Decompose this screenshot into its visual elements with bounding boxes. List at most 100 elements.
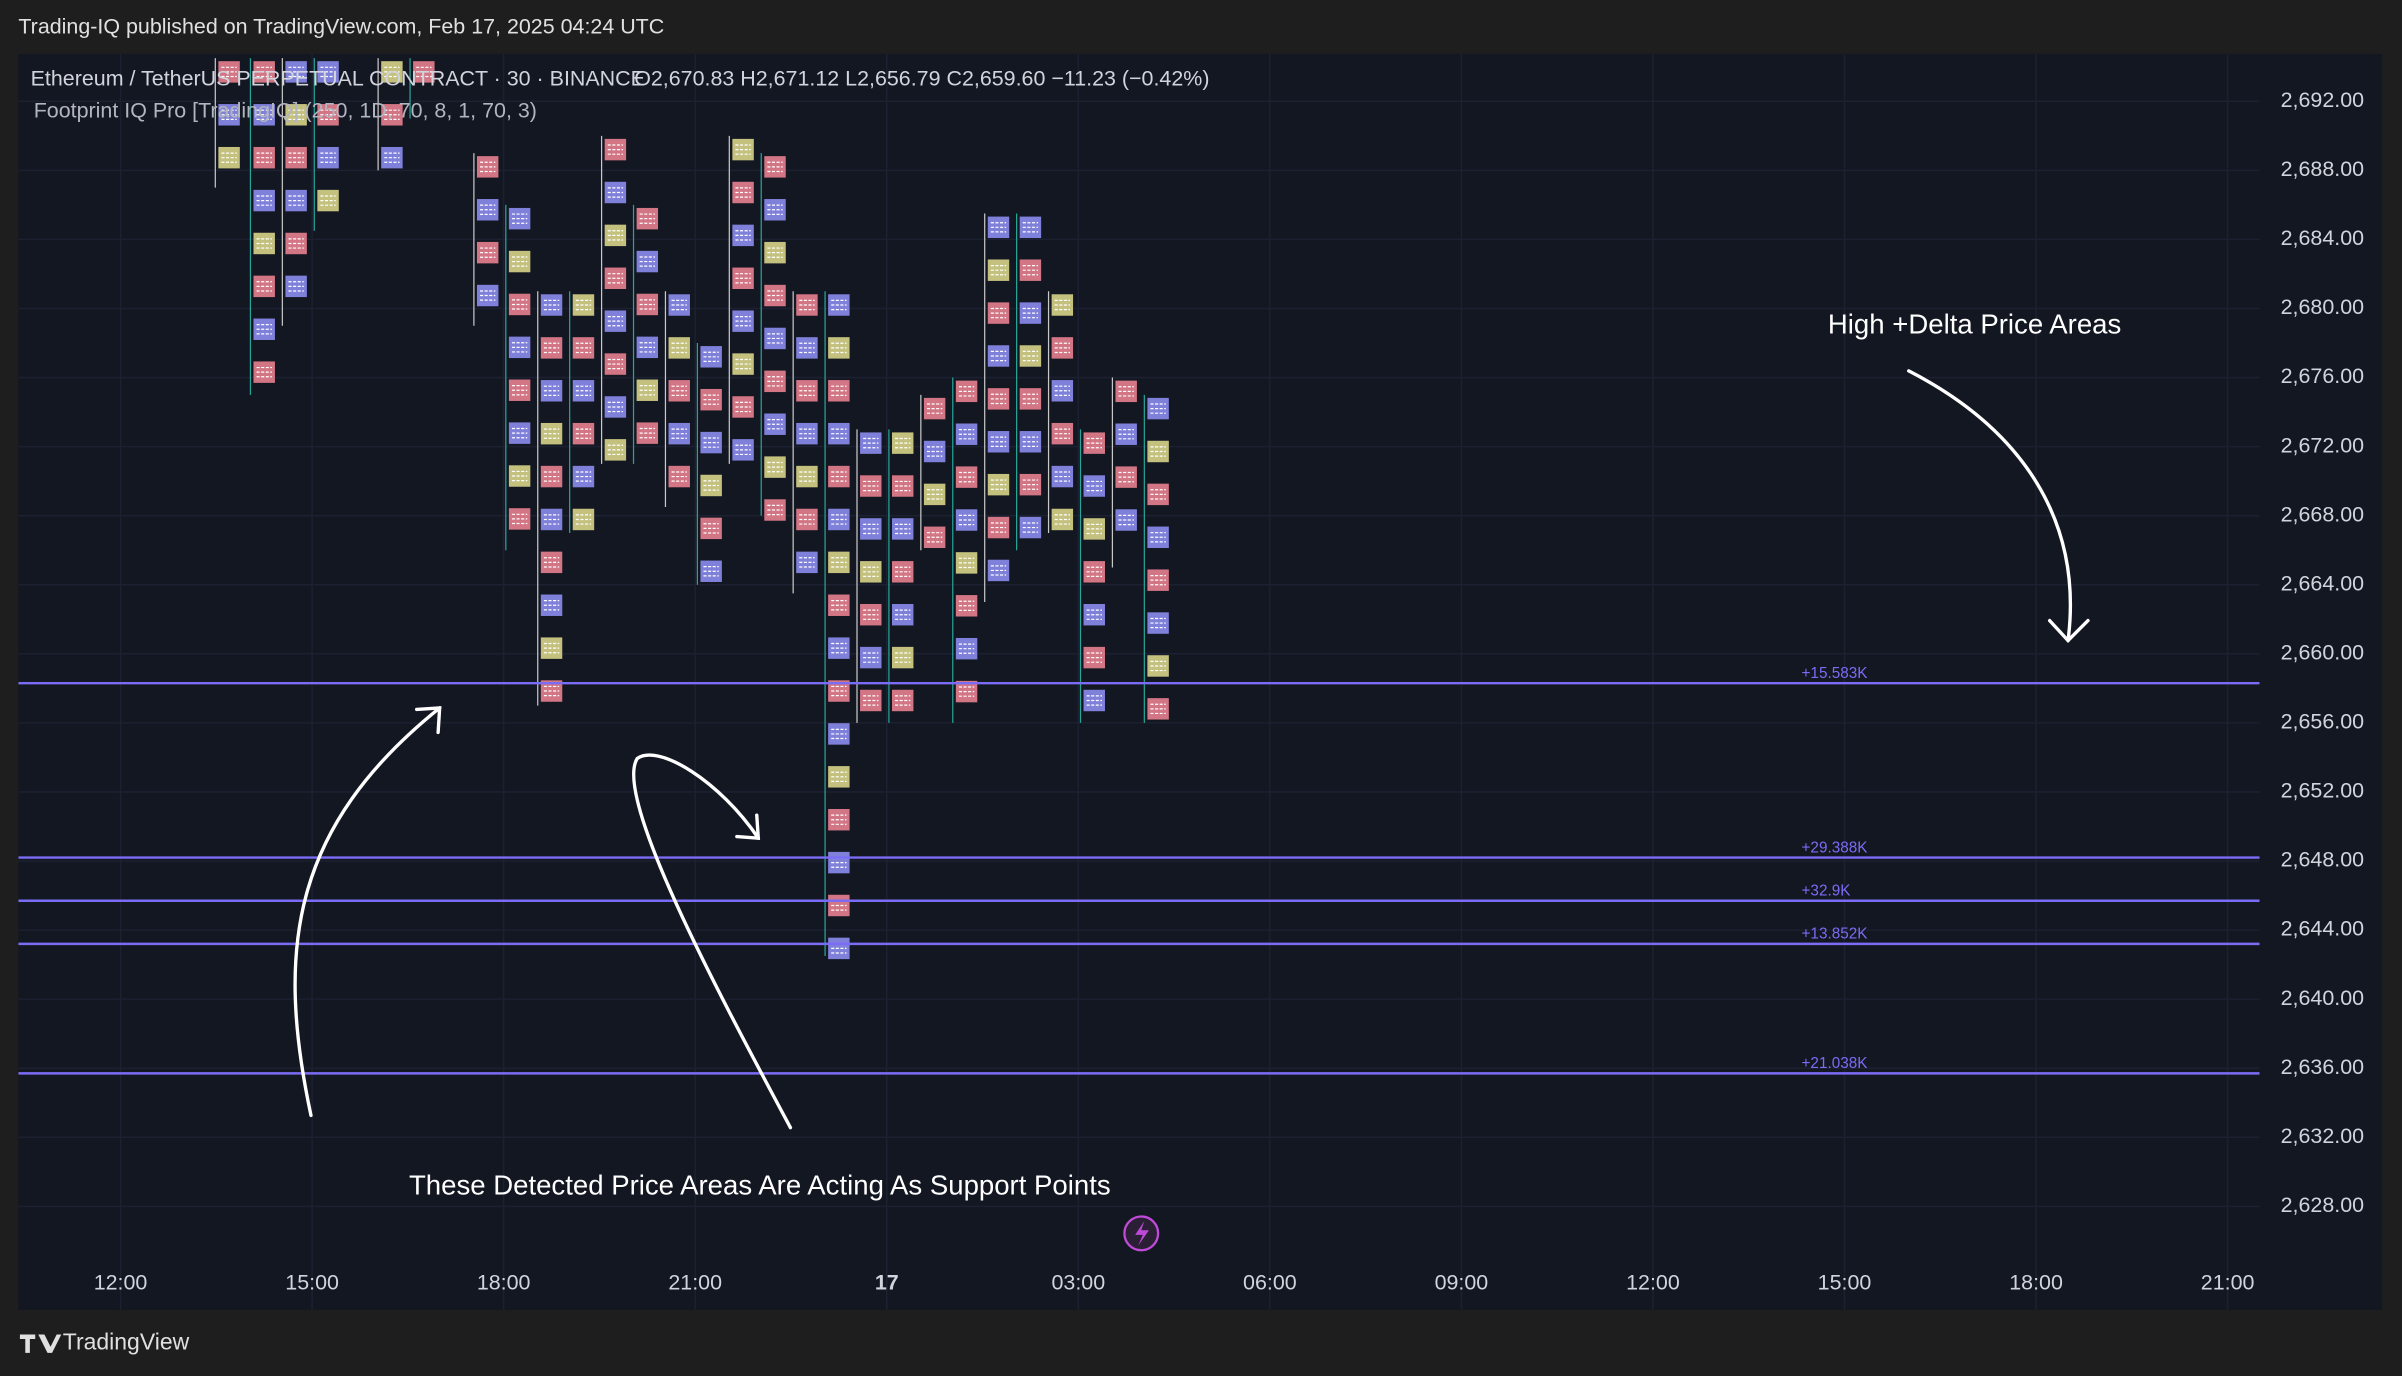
cell-text [799,385,815,396]
cell-text [288,238,304,249]
cell-text [735,273,751,284]
footprint-cells [987,216,1010,582]
y-tick-label: 2,680.00 [2281,295,2365,319]
cell-text [1086,437,1102,449]
footprint-cells [732,138,754,461]
cell-text [511,342,528,353]
cell-text [320,109,336,121]
cell-text [575,299,592,311]
cell-text [926,446,943,457]
cell-text [1150,532,1166,543]
footprint-cells [923,397,946,549]
cell-text [1022,350,1039,362]
cell-text [671,428,687,439]
cell-text [703,394,719,405]
y-tick-label: 2,672.00 [2281,433,2365,457]
cell-text [480,204,496,215]
y-tick-label: 2,676.00 [2281,364,2365,388]
footprint-cell [540,294,563,316]
cell-text [320,195,336,206]
cell-text [958,600,975,612]
cell-text [320,152,336,163]
cell-text [1054,471,1070,482]
cell-text [799,342,815,354]
cell-text [958,557,975,569]
cell-text [958,514,975,526]
cell-text [831,814,847,825]
cell-text [1022,522,1039,533]
alert-bolt [1135,1221,1149,1246]
cell-text [831,557,847,568]
cell-text [958,386,975,397]
cell-text [256,238,272,249]
x-tick-label: 18:00 [477,1271,531,1295]
cell-text [543,428,560,439]
cell-text [543,642,560,654]
cell-text [671,299,687,311]
y-tick-label: 2,640.00 [2281,986,2365,1010]
cell-text [511,513,528,525]
cell-text [1086,480,1102,492]
cell-text [1054,428,1070,439]
x-tick-label: 17 [875,1271,899,1295]
cell-text [543,299,560,311]
cell-text [735,230,751,241]
footprint-cell [508,250,531,273]
x-tick-label: 09:00 [1435,1271,1489,1295]
y-tick-label: 2,688.00 [2281,157,2365,181]
x-tick-label: 12:00 [94,1271,148,1295]
cell-text [511,299,528,310]
footprint-cells [572,294,595,531]
cell-text [895,566,911,578]
cell-text [1054,342,1070,354]
cell-text [958,429,975,440]
cell-text [288,281,304,292]
cell-text [926,532,943,543]
cell-text [831,428,847,439]
cell-text [671,471,687,482]
cell-text [895,695,911,706]
footprint-cell [508,379,531,401]
cell-text [320,66,336,78]
x-tick-label: 03:00 [1051,1271,1105,1295]
cell-text [511,385,528,396]
footprint-cell [1147,483,1169,506]
cell-text [735,144,751,155]
footprint-cells [381,61,403,169]
cell-text [416,66,432,78]
footprint-cells [1115,380,1137,531]
cell-text [1022,264,1039,276]
cell-text [288,109,304,121]
cell-text [221,66,237,78]
cell-text [703,437,719,448]
cell-text [1086,523,1102,535]
cell-text [703,523,719,534]
footprint-cells [285,61,307,298]
footprint-cells [508,207,531,530]
cell-text [256,195,272,206]
footprint-cells [604,138,627,461]
y-tick-label: 2,632.00 [2281,1124,2365,1148]
footprint-cell [508,293,531,316]
footprint-cell [764,370,786,393]
cell-text [607,401,624,413]
footprint-cells [1051,294,1074,531]
cell-text [607,358,624,370]
y-tick-label: 2,660.00 [2281,640,2365,664]
indicator: Footprint IQ Pro [TradingIQ] (250, 1D, 7… [34,99,537,123]
cell-text [1086,695,1102,706]
footprint-cell [540,380,563,402]
footprint-cells [764,156,786,521]
y-tick-label: 2,648.00 [2281,848,2365,872]
cell-text [543,514,560,525]
footprint-cells [796,294,818,574]
footprint-cell [1147,612,1169,634]
cell-text [1086,609,1102,620]
cell-text [799,514,815,525]
cell-text [1022,479,1039,490]
footprint-cell [540,337,563,359]
cell-text [1118,514,1134,526]
cell-text [607,144,624,155]
cell-text [1150,617,1166,629]
